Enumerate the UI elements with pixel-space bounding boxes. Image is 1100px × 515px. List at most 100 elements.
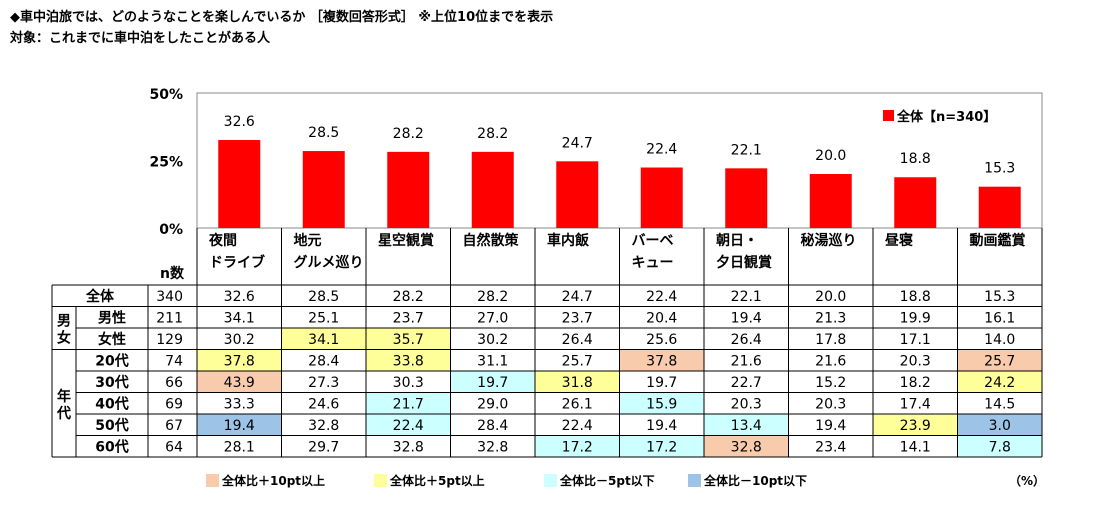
legend-swatch: [374, 474, 387, 487]
group-label: 女: [57, 330, 71, 347]
category-label: 夜間: [208, 232, 237, 249]
cell-value: 19.9: [900, 311, 931, 327]
cell-value: 24.7: [562, 289, 593, 305]
cell-value: 30.2: [477, 332, 508, 348]
data-label: 22.4: [646, 142, 677, 158]
category-label: 朝日・: [716, 232, 758, 249]
cell-value: 26.4: [731, 332, 762, 348]
category-label: 車内飯: [547, 232, 590, 249]
row-label: 30代: [95, 374, 128, 391]
cell-value: 19.4: [731, 311, 762, 327]
cell-value: 24.2: [984, 375, 1015, 391]
data-label: 15.3: [984, 161, 1015, 177]
cell-value: 25.7: [984, 354, 1015, 370]
cell-value: 22.4: [562, 418, 593, 434]
highlight-cell: [957, 414, 1042, 436]
cell-value: 20.3: [815, 397, 846, 413]
cell-value: 14.5: [984, 397, 1015, 413]
cell-value: 30.2: [224, 332, 255, 348]
highlight-cell: [957, 349, 1042, 371]
cell-value: 32.8: [308, 418, 339, 434]
highlight-cell: [957, 435, 1042, 457]
y-tick-label: 0%: [159, 222, 183, 238]
cell-value: 27.0: [477, 311, 508, 327]
bar: [894, 177, 937, 228]
highlight-cell: [197, 349, 282, 371]
cell-value: 28.4: [308, 354, 339, 370]
bar: [471, 151, 514, 228]
bar: [218, 139, 261, 228]
cell-value: 28.1: [224, 440, 255, 456]
row-label: 50代: [95, 417, 128, 434]
chart-title: ◆車中泊旅では、どのようなことを楽しんでいるか ［複数回答形式］ ※上位10位ま…: [10, 10, 554, 25]
n-value: 64: [165, 440, 183, 456]
cell-value: 22.4: [646, 289, 677, 305]
highlight-cell: [704, 435, 789, 457]
cell-value: 17.2: [562, 440, 593, 456]
cell-value: 32.6: [224, 289, 255, 305]
cell-value: 31.1: [477, 354, 508, 370]
n-value: 129: [156, 332, 183, 348]
data-label: 20.0: [815, 148, 846, 164]
bar: [556, 161, 599, 228]
highlight-cell: [366, 414, 451, 436]
cell-value: 28.2: [477, 289, 508, 305]
cell-value: 21.6: [815, 354, 846, 370]
cell-value: 17.4: [900, 397, 931, 413]
cell-value: 19.4: [815, 418, 846, 434]
highlight-cell: [197, 414, 282, 436]
cell-value: 31.8: [562, 375, 593, 391]
highlight-cell: [535, 435, 620, 457]
data-label: 28.5: [308, 125, 339, 141]
legend-item: 全体比＋5pt以上: [374, 472, 485, 488]
cell-value: 28.4: [477, 418, 508, 434]
category-label: バーベ: [632, 233, 674, 249]
row-label: 全体: [85, 288, 115, 305]
highlight-cell: [197, 371, 282, 393]
highlight-cell: [957, 371, 1042, 393]
cell-value: 21.7: [393, 397, 424, 413]
category-label: 地元: [294, 232, 322, 249]
highlight-cell: [873, 414, 958, 436]
cell-value: 21.6: [731, 354, 762, 370]
cell-value: 22.7: [731, 375, 762, 391]
bar: [387, 151, 430, 228]
legend-label: 全体比－5pt以下: [560, 474, 655, 488]
highlight-cell: [619, 435, 704, 457]
legend-item: 全体比－5pt以下: [544, 472, 655, 488]
data-label: 18.8: [900, 151, 931, 167]
cell-value: 28.2: [393, 289, 424, 305]
highlight-cell: [450, 371, 535, 393]
category-label: 動画鑑賞: [970, 232, 1026, 249]
group-label: 男: [57, 314, 71, 330]
cell-value: 33.3: [224, 397, 255, 413]
data-label: 32.6: [224, 114, 255, 130]
n-value: 74: [165, 354, 183, 370]
cell-value: 13.4: [731, 418, 762, 434]
bar: [809, 174, 852, 228]
cell-value: 22.1: [731, 289, 762, 305]
cell-value: 14.1: [900, 440, 931, 456]
cell-value: 27.3: [308, 375, 339, 391]
legend-item: 全体比－10pt以下: [688, 472, 807, 488]
cell-value: 26.1: [562, 397, 593, 413]
cell-value: 21.3: [815, 311, 846, 327]
cell-value: 23.7: [393, 311, 424, 327]
category-label: 自然散策: [463, 232, 520, 249]
data-label: 28.2: [393, 126, 424, 142]
bar: [302, 151, 345, 228]
y-tick-label: 25%: [149, 155, 183, 171]
cell-value: 17.8: [815, 332, 846, 348]
legend-label: 全体比－10pt以下: [704, 474, 808, 488]
data-label: 24.7: [562, 135, 593, 151]
cell-value: 32.8: [393, 440, 424, 456]
cell-value: 18.2: [900, 375, 931, 391]
cell-value: 23.9: [900, 418, 931, 434]
cell-value: 15.3: [984, 289, 1015, 305]
row-label: 40代: [95, 396, 128, 413]
group-label: 代: [56, 405, 71, 422]
row-label: 女性: [98, 331, 126, 348]
highlight-cell: [535, 371, 620, 393]
category-label: グルメ巡り: [294, 254, 364, 271]
